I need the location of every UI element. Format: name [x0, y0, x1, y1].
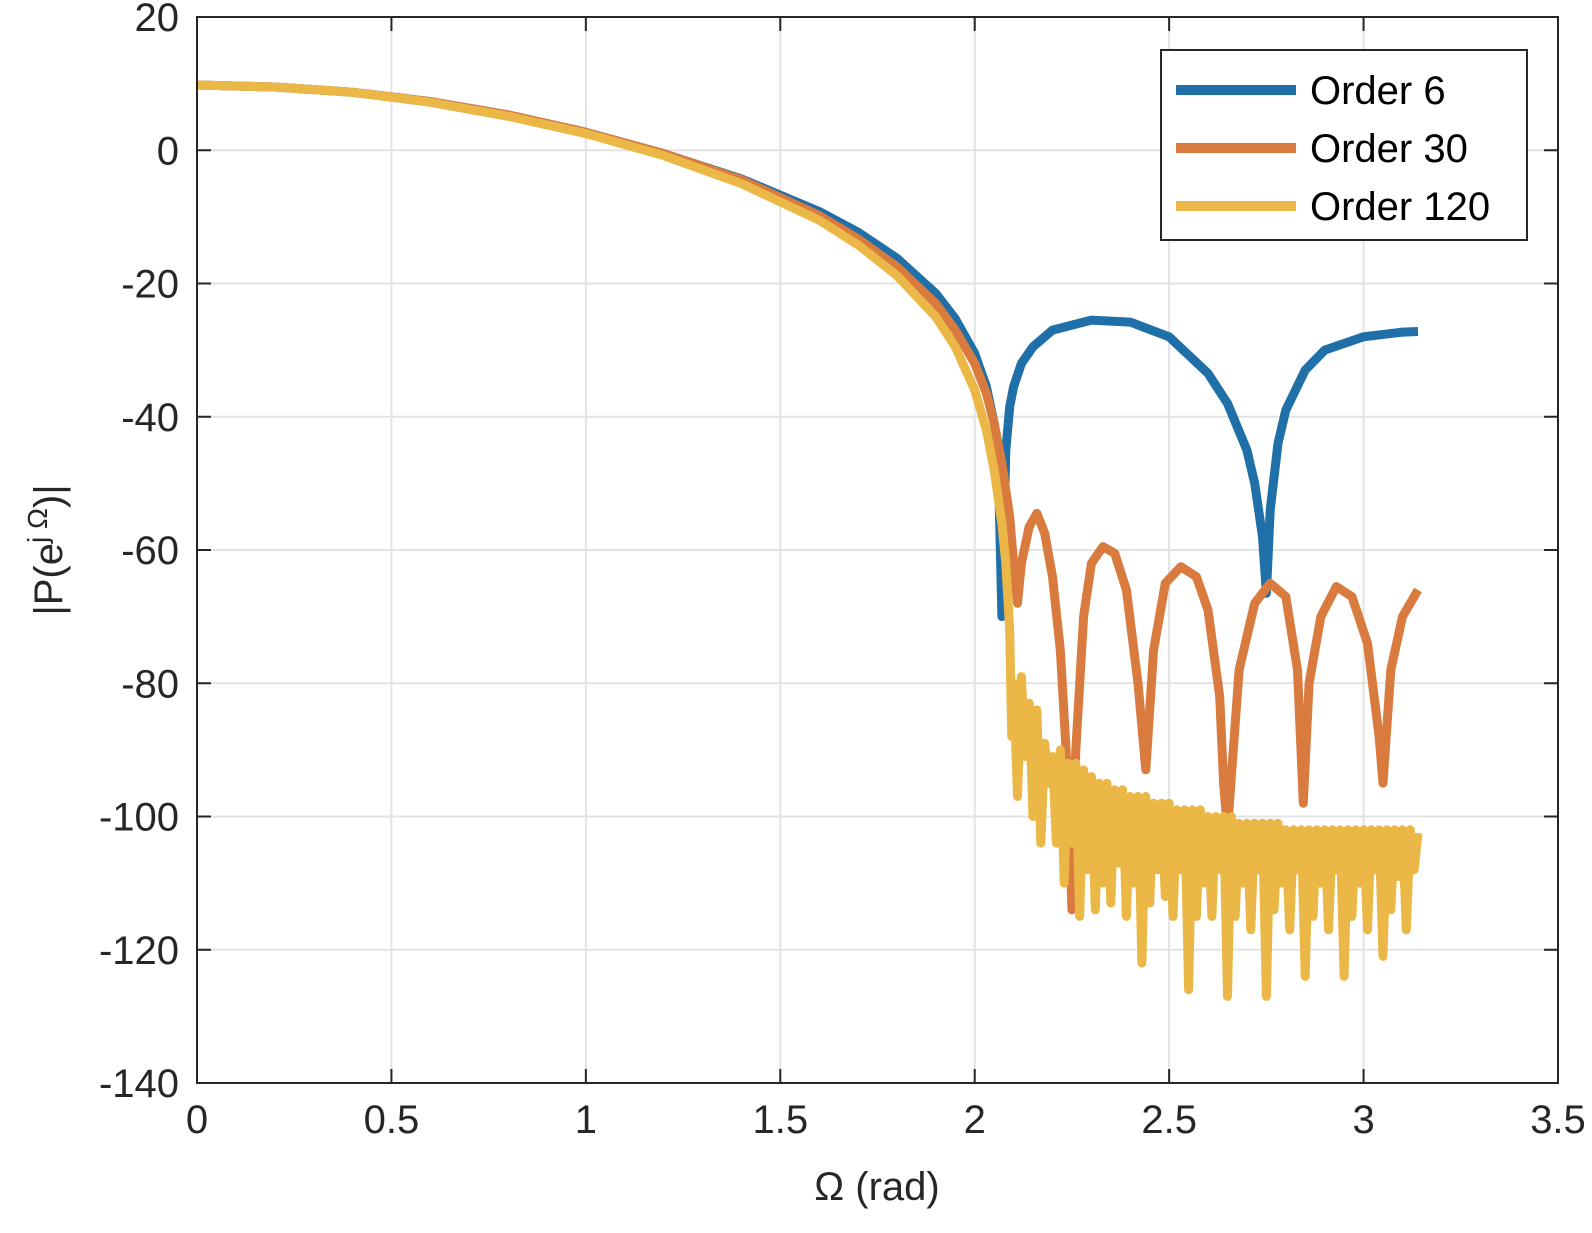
x-tick-label: 1 [575, 1098, 597, 1142]
x-tick-label: 2 [964, 1098, 986, 1142]
y-tick-label: -100 [99, 796, 179, 840]
axis-ticks [196, 16, 1559, 1084]
y-tick-label: -60 [121, 529, 179, 573]
y-axis-label: |P(ej Ω)| [22, 484, 71, 615]
x-tick-labels: 0 0.5 1 1.5 2 2.5 3 3.5 [186, 1098, 1586, 1142]
x-tick-label: 3.5 [1530, 1098, 1586, 1142]
x-tick-label: 0.5 [364, 1098, 420, 1142]
series-line-order-30 [196, 80, 1422, 915]
y-axis-label-post: )| [27, 484, 71, 508]
y-tick-label: -20 [121, 263, 179, 307]
x-tick-label: 1.5 [752, 1098, 808, 1142]
plot-lines [196, 80, 1423, 1001]
legend-label: Order 6 [1310, 69, 1446, 113]
legend-label: Order 30 [1310, 127, 1468, 171]
y-tick-label: 20 [135, 0, 180, 40]
x-axis-label: Ω (rad) [814, 1165, 939, 1209]
x-tick-label: 3 [1352, 1098, 1374, 1142]
y-tick-labels: 20 0 -20 -40 -60 -80 -100 -120 -140 [99, 0, 179, 1106]
y-axis-label-pre: |P(e [27, 543, 71, 616]
y-tick-label: -40 [121, 396, 179, 440]
legend-label: Order 120 [1310, 185, 1490, 229]
x-tick-label: 0 [186, 1098, 208, 1142]
y-tick-label: -140 [99, 1062, 179, 1106]
y-axis-label-sup: j Ω [22, 508, 53, 544]
legend-entries: Order 6 Order 30 Order 120 [1176, 69, 1490, 229]
y-tick-label: -80 [121, 662, 179, 706]
y-tick-label: 0 [157, 129, 179, 173]
legend: Order 6 Order 30 Order 120 [1160, 49, 1528, 241]
y-tick-label: -120 [99, 929, 179, 973]
x-tick-label: 2.5 [1141, 1098, 1197, 1142]
series-line-order-120 [196, 80, 1423, 1001]
